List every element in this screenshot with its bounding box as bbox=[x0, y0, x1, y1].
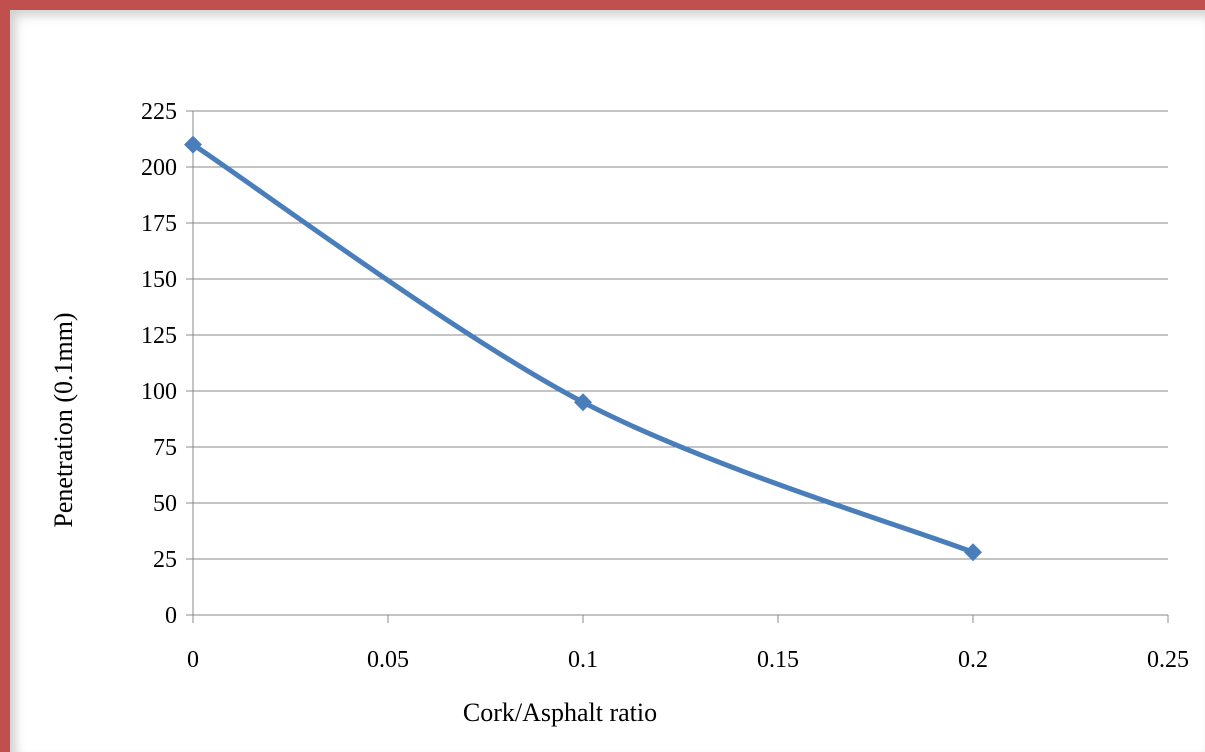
x-tick-labels: 0 0.05 0.1 0.15 0.2 0.25 bbox=[187, 647, 1189, 673]
x-tick-label: 0.2 bbox=[958, 647, 988, 673]
x-tick-label: 0.1 bbox=[568, 647, 598, 673]
y-tick-label: 200 bbox=[141, 155, 177, 181]
data-point-marker bbox=[574, 393, 592, 412]
data-point-marker bbox=[184, 135, 202, 154]
axes bbox=[186, 110, 1169, 623]
series-line bbox=[190, 142, 976, 555]
y-tick-label: 125 bbox=[141, 323, 177, 349]
y-tick-label: 225 bbox=[141, 99, 177, 125]
y-tick-label: 25 bbox=[153, 547, 177, 573]
series-layer bbox=[184, 135, 982, 562]
gridlines bbox=[193, 110, 1168, 560]
data-point-marker bbox=[964, 543, 982, 562]
y-tick-label: 150 bbox=[141, 267, 177, 293]
y-tick-label: 100 bbox=[141, 379, 177, 405]
x-axis-title: Cork/Asphalt ratio bbox=[463, 698, 657, 727]
x-tick-label: 0.05 bbox=[367, 647, 409, 673]
y-tick-label: 0 bbox=[165, 603, 177, 629]
y-tick-labels: 0 25 50 75 100 125 150 175 200 225 bbox=[141, 99, 177, 629]
x-tick-label: 0.25 bbox=[1147, 647, 1189, 673]
x-tick-label: 0 bbox=[187, 647, 199, 673]
y-tick-label: 175 bbox=[141, 211, 177, 237]
y-axis-title: Penetration (0.1mm) bbox=[49, 312, 78, 527]
y-tick-label: 75 bbox=[153, 435, 177, 461]
y-tick-label: 50 bbox=[153, 491, 177, 517]
x-tick-label: 0.15 bbox=[757, 647, 799, 673]
